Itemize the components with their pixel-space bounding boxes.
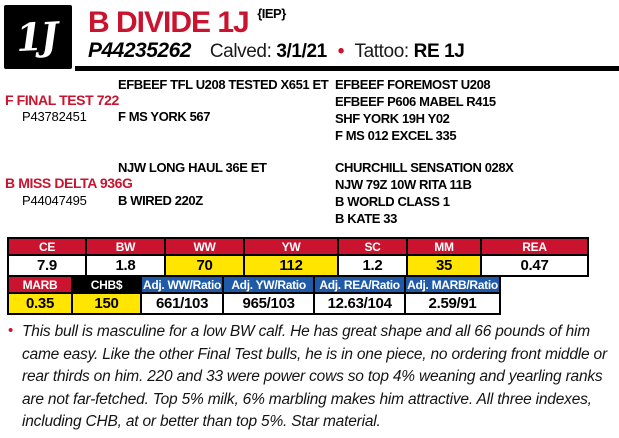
epd-header-ww: WW [164, 237, 245, 256]
header-divider [75, 66, 619, 71]
note-text: This bull is masculine for a low BW calf… [22, 323, 607, 430]
epd-value-adj-marb: 2.59/91 [404, 292, 501, 315]
sire-grandparent: F MS 012 EXCEL 335 [335, 128, 457, 143]
sire-dam: F MS YORK 567 [118, 109, 211, 124]
epd-value-marb: 0.35 [7, 292, 73, 315]
designation-tag: {IEP} [257, 6, 286, 21]
epd-value-ce: 7.9 [7, 254, 87, 277]
epd-header-sc: SC [337, 237, 408, 256]
epd-header-marb: MARB [7, 275, 73, 294]
epd-header-adj-marb: Adj. MARB/Ratio [404, 275, 501, 294]
epd-value-adj-yw: 965/103 [222, 292, 316, 315]
epd-value-ww: 70 [164, 254, 245, 277]
dot-separator: • [337, 41, 345, 62]
calved-label: Calved: [209, 41, 272, 62]
dam-sire: NJW LONG HAUL 36E ET [118, 160, 267, 175]
epd-header-adj-rea: Adj. REA/Ratio [313, 275, 407, 294]
epd-header-bw: BW [85, 237, 166, 256]
dam-registration: P44047495 [22, 193, 87, 208]
sire-name: F FINAL TEST 722 [5, 92, 119, 108]
calved-date: 3/1/21 [276, 41, 327, 62]
dam-dam: B WIRED 220Z [118, 193, 203, 208]
epd-value-row: 0.35 150 661/103 965/103 12.63/104 2.59/… [7, 292, 501, 315]
epd-table-secondary: MARB CHB$ Adj. WW/Ratio Adj. YW/Ratio Ad… [7, 275, 501, 315]
registration-line: P44235262 Calved: 3/1/21 • Tattoo: RE 1J [88, 39, 465, 63]
tattoo-value: RE 1J [413, 41, 465, 62]
sire-grandparent: EFBEEF FOREMOST U208 [335, 77, 491, 92]
epd-value-adj-ww: 661/103 [139, 292, 225, 315]
brand-mark-1j: 1J [14, 13, 58, 61]
dam-grandparent: B WORLD CLASS 1 [335, 194, 450, 209]
epd-header-chb: CHB$ [71, 275, 142, 294]
epd-header-mm: MM [406, 237, 482, 256]
epd-value-yw: 112 [243, 254, 339, 277]
tattoo-label: Tattoo: [354, 41, 410, 62]
epd-value-chb: 150 [71, 292, 142, 315]
sale-note: • This bull is masculine for a low BW ca… [8, 321, 614, 434]
epd-value-mm: 35 [406, 254, 482, 277]
dam-grandparent: CHURCHILL SENSATION 028X [335, 160, 514, 175]
sire-grandparent: SHF YORK 19H Y02 [335, 111, 450, 126]
epd-tables: CE BW WW YW SC MM REA 7.9 1.8 70 112 1.2… [7, 237, 589, 315]
epd-header-row: MARB CHB$ Adj. WW/Ratio Adj. YW/Ratio Ad… [7, 275, 501, 294]
epd-header-yw: YW [243, 237, 339, 256]
epd-header-adj-ww: Adj. WW/Ratio [139, 275, 225, 294]
sire-registration: P43782451 [22, 109, 87, 124]
sire-sire: EFBEEF TFL U208 TESTED X651 ET [118, 77, 329, 92]
title-line: B DIVIDE 1J {IEP} [88, 6, 286, 40]
epd-header-adj-yw: Adj. YW/Ratio [222, 275, 316, 294]
sire-grandparent: EFBEEF P606 MABEL R415 [335, 94, 496, 109]
dam-grandparent: NJW 79Z 10W RITA 11B [335, 177, 472, 192]
epd-table-primary: CE BW WW YW SC MM REA 7.9 1.8 70 112 1.2… [7, 237, 589, 277]
epd-value-rea: 0.47 [480, 254, 589, 277]
epd-value-sc: 1.2 [337, 254, 408, 277]
dam-name: B MISS DELTA 936G [5, 175, 133, 191]
epd-header-ce: CE [7, 237, 87, 256]
epd-header-rea: REA [480, 237, 589, 256]
note-bullet: • [8, 322, 14, 339]
epd-value-adj-rea: 12.63/104 [313, 292, 407, 315]
registration-number: P44235262 [88, 39, 191, 62]
epd-value-row: 7.9 1.8 70 112 1.2 35 0.47 [7, 254, 589, 277]
epd-header-row: CE BW WW YW SC MM REA [7, 237, 589, 256]
brand-logo: 1J [4, 5, 72, 69]
dam-grandparent: B KATE 33 [335, 211, 397, 226]
animal-name: B DIVIDE 1J [88, 6, 250, 39]
epd-value-bw: 1.8 [85, 254, 166, 277]
